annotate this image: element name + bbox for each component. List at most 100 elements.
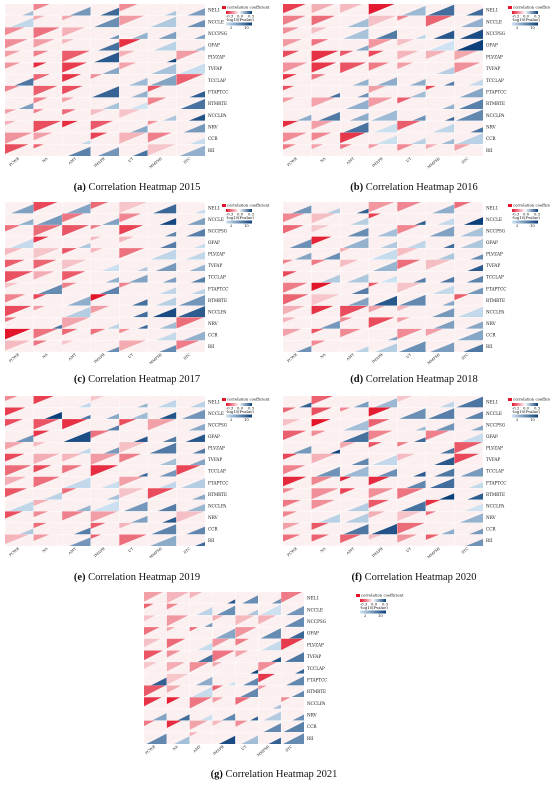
heatmap-cell <box>90 73 120 87</box>
cell-diagonal <box>4 132 34 145</box>
cell-wedge <box>5 259 25 268</box>
cell-wedge <box>62 120 78 128</box>
cell-wedge <box>326 208 341 214</box>
cell-wedge <box>405 480 426 489</box>
cell-wedge <box>397 511 422 522</box>
cell-wedge <box>68 146 91 156</box>
row-label: RTMRTE <box>486 492 505 497</box>
cell-wedge <box>200 714 213 721</box>
heatmap-cell <box>147 62 177 75</box>
heatmap-cell <box>368 441 398 454</box>
cell-diagonal <box>4 534 34 547</box>
cell-diagonal <box>147 294 177 307</box>
cell-diagonal <box>176 201 206 214</box>
caption-text: Correlation Heatmap 2015 <box>86 182 201 193</box>
heatmap-cell <box>176 120 206 133</box>
cell-diagonal <box>368 27 398 40</box>
cell-wedge <box>62 39 74 44</box>
cell-wedge <box>33 225 62 237</box>
legend-scale-label: -log10(Pvalue) <box>512 17 540 22</box>
cell-diagonal <box>4 144 34 157</box>
cell-wedge <box>64 306 91 318</box>
cell-diagonal <box>282 476 312 489</box>
heatmap-cell <box>397 38 427 52</box>
cell-wedge <box>283 74 297 80</box>
cell-diagonal <box>311 418 341 431</box>
cell-wedge <box>466 264 483 272</box>
cell-diagonal <box>282 328 312 341</box>
row-label: TCCLAP <box>486 78 504 83</box>
cell-diagonal <box>397 488 426 501</box>
heatmap-cell <box>166 673 190 686</box>
cell-diagonal <box>340 294 369 307</box>
cell-wedge <box>454 202 471 209</box>
heatmap-cell <box>33 213 63 226</box>
heatmap-cell <box>311 407 341 420</box>
cell-wedge <box>438 401 455 408</box>
cell-diagonal <box>368 270 398 284</box>
heatmap-cell <box>176 27 206 40</box>
cell-wedge <box>155 332 177 341</box>
cell-wedge <box>186 8 205 16</box>
cell-diagonal <box>282 201 312 214</box>
heatmap-cell <box>166 720 190 733</box>
cell-wedge <box>397 259 421 270</box>
cell-diagonal <box>340 62 369 75</box>
heatmap-cell <box>147 476 177 489</box>
heatmap-cell <box>90 3 120 16</box>
heatmap-cell <box>397 511 427 524</box>
cell-diagonal <box>33 464 63 478</box>
heatmap-cell <box>311 418 341 431</box>
row-label: OFAP <box>307 631 319 636</box>
cell-diagonal <box>176 534 206 547</box>
cell-diagonal <box>62 108 91 122</box>
cell-diagonal <box>4 73 34 87</box>
heatmap-cell <box>280 626 305 640</box>
cell-wedge <box>342 28 369 40</box>
cell-wedge <box>159 218 177 226</box>
cell-diagonal <box>212 591 236 604</box>
cell-wedge <box>119 132 147 144</box>
heatmap-cell <box>33 499 63 512</box>
cell-diagonal <box>189 626 213 640</box>
cell-wedge <box>62 453 82 462</box>
row-label: OFAP <box>208 434 220 439</box>
heatmap-cell <box>425 3 455 16</box>
heatmap-cell <box>4 395 34 408</box>
cell-diagonal <box>33 97 63 110</box>
cell-wedge <box>283 419 301 427</box>
heatmap-cell <box>4 259 34 272</box>
cell-diagonal <box>454 224 484 237</box>
cell-wedge <box>33 419 60 430</box>
cell-wedge <box>33 465 52 473</box>
heatmap-cell <box>282 27 312 40</box>
heatmap-cell <box>339 488 369 501</box>
cell-diagonal <box>90 120 120 133</box>
heatmap-cell <box>454 453 484 466</box>
heatmap-cell <box>90 511 120 524</box>
heatmap-cell <box>189 661 213 675</box>
cell-wedge <box>36 214 63 226</box>
legend-scale-label: -log10(Pvalue) <box>512 409 540 414</box>
heatmap-cell <box>4 62 34 75</box>
cell-wedge <box>425 85 437 91</box>
cell-wedge <box>368 213 381 219</box>
cell-diagonal <box>90 236 120 249</box>
cell-wedge <box>377 468 398 477</box>
heatmap-cell <box>90 522 120 535</box>
heatmap-cell <box>425 15 455 28</box>
cell-diagonal <box>425 270 455 284</box>
heatmap-cell <box>61 395 91 408</box>
heatmap-cell <box>4 247 34 260</box>
heatmap-cell <box>339 441 369 454</box>
column-label: IMAPR <box>93 353 106 364</box>
cell-wedge <box>166 720 182 729</box>
heatmap-cell <box>339 213 369 226</box>
heatmap-cell <box>311 247 341 260</box>
cell-diagonal <box>368 3 398 16</box>
cell-diagonal <box>281 591 305 604</box>
cell-wedge <box>387 336 398 341</box>
cell-diagonal <box>454 511 484 524</box>
legend-tick-p: 10 <box>530 223 535 228</box>
heatmap-cell <box>339 407 369 420</box>
